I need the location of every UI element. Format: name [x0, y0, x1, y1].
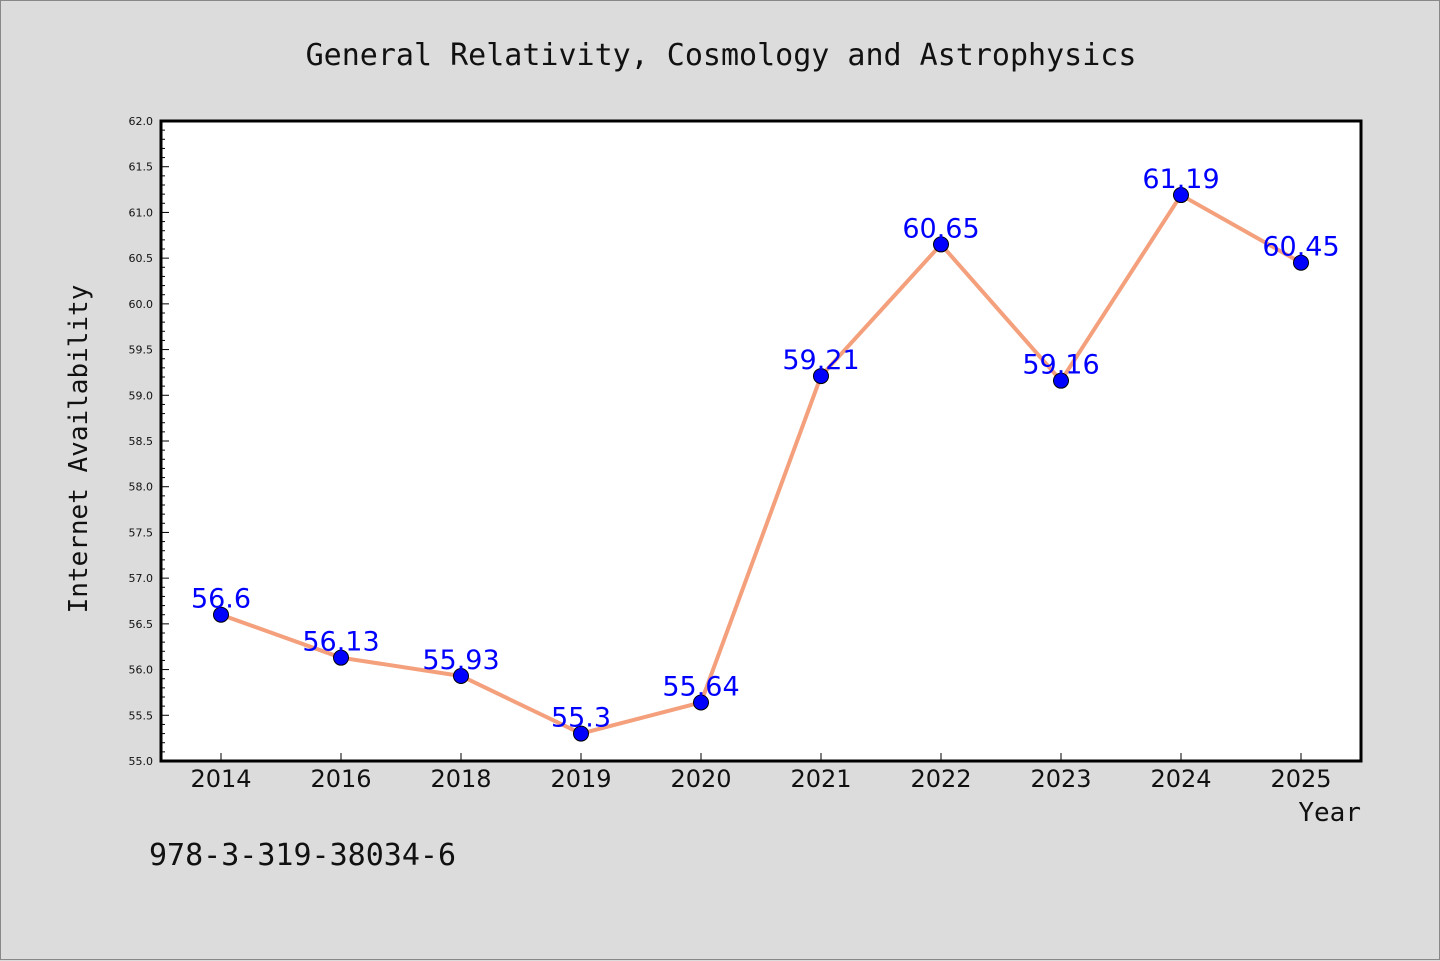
y-tick-label: 62.0: [129, 115, 154, 128]
data-label: 56.13: [302, 627, 379, 658]
y-tick-label: 55.0: [129, 755, 154, 768]
y-tick-label: 58.0: [129, 481, 154, 494]
data-label: 60.65: [902, 213, 979, 244]
data-point: [1053, 372, 1069, 389]
x-tick-label: 2019: [550, 765, 611, 793]
chart-title: General Relativity, Cosmology and Astrop…: [306, 38, 1137, 73]
data-point: [573, 725, 589, 742]
data-point: [1173, 187, 1189, 204]
footnote-isbn: 978-3-319-38034-6: [149, 838, 456, 873]
x-tick-label: 2016: [310, 765, 371, 793]
data-label: 60.45: [1262, 232, 1339, 263]
data-label: 55.3: [551, 703, 611, 734]
x-tick-label: 2021: [790, 765, 851, 793]
y-tick-label: 60.5: [129, 252, 154, 265]
data-point: [333, 649, 349, 666]
data-point: [213, 606, 229, 623]
x-tick-label: 2025: [1270, 765, 1331, 793]
series-line-group: 56.6 56.13 55.93 55.3 55.64 59.21 60.65 59.16 61…: [191, 164, 1340, 742]
y-tick-label: 56.5: [129, 618, 154, 631]
x-tick-label: 2022: [910, 765, 971, 793]
x-tick-label: 2014: [190, 765, 251, 793]
x-axis-label: Year: [1298, 798, 1361, 828]
data-point: [693, 694, 709, 711]
y-tick-label: 57.0: [129, 572, 154, 585]
y-tick-label: 59.5: [129, 344, 154, 357]
y-tick-label: 61.0: [129, 206, 154, 219]
data-label: 55.93: [422, 645, 499, 676]
y-tick-label: 56.0: [129, 664, 154, 677]
x-tick-label: 2023: [1030, 765, 1091, 793]
data-point: [1293, 254, 1309, 271]
y-tick-label: 55.5: [129, 709, 154, 722]
y-tick-label: 59.0: [129, 389, 154, 402]
data-label: 55.64: [662, 671, 739, 702]
y-tick-label: 58.5: [129, 435, 154, 448]
data-point: [453, 667, 469, 684]
y-axis-label: Internet Availability: [64, 285, 94, 614]
data-label: 61.19: [1142, 164, 1219, 195]
x-tick-label: 2020: [670, 765, 731, 793]
x-axis: 2014 2016 2018 2019 2020 2021 2022 2023 2024 2025: [190, 753, 1332, 793]
data-point: [813, 368, 829, 385]
data-label: 59.16: [1022, 350, 1099, 381]
x-tick-label: 2024: [1150, 765, 1211, 793]
data-point: [933, 236, 949, 253]
y-tick-label: 57.5: [129, 526, 154, 539]
data-label: 59.21: [782, 345, 859, 376]
x-tick-label: 2018: [430, 765, 491, 793]
series-line: [220, 193, 1302, 736]
y-axis: 55.0 55.5 56.0 56.5 57.0 57.5 58.0 58.5 59.0 59.5…: [129, 115, 169, 768]
y-tick-label: 61.5: [129, 161, 154, 174]
data-label: 56.6: [191, 584, 251, 615]
y-tick-label: 60.0: [129, 298, 154, 311]
